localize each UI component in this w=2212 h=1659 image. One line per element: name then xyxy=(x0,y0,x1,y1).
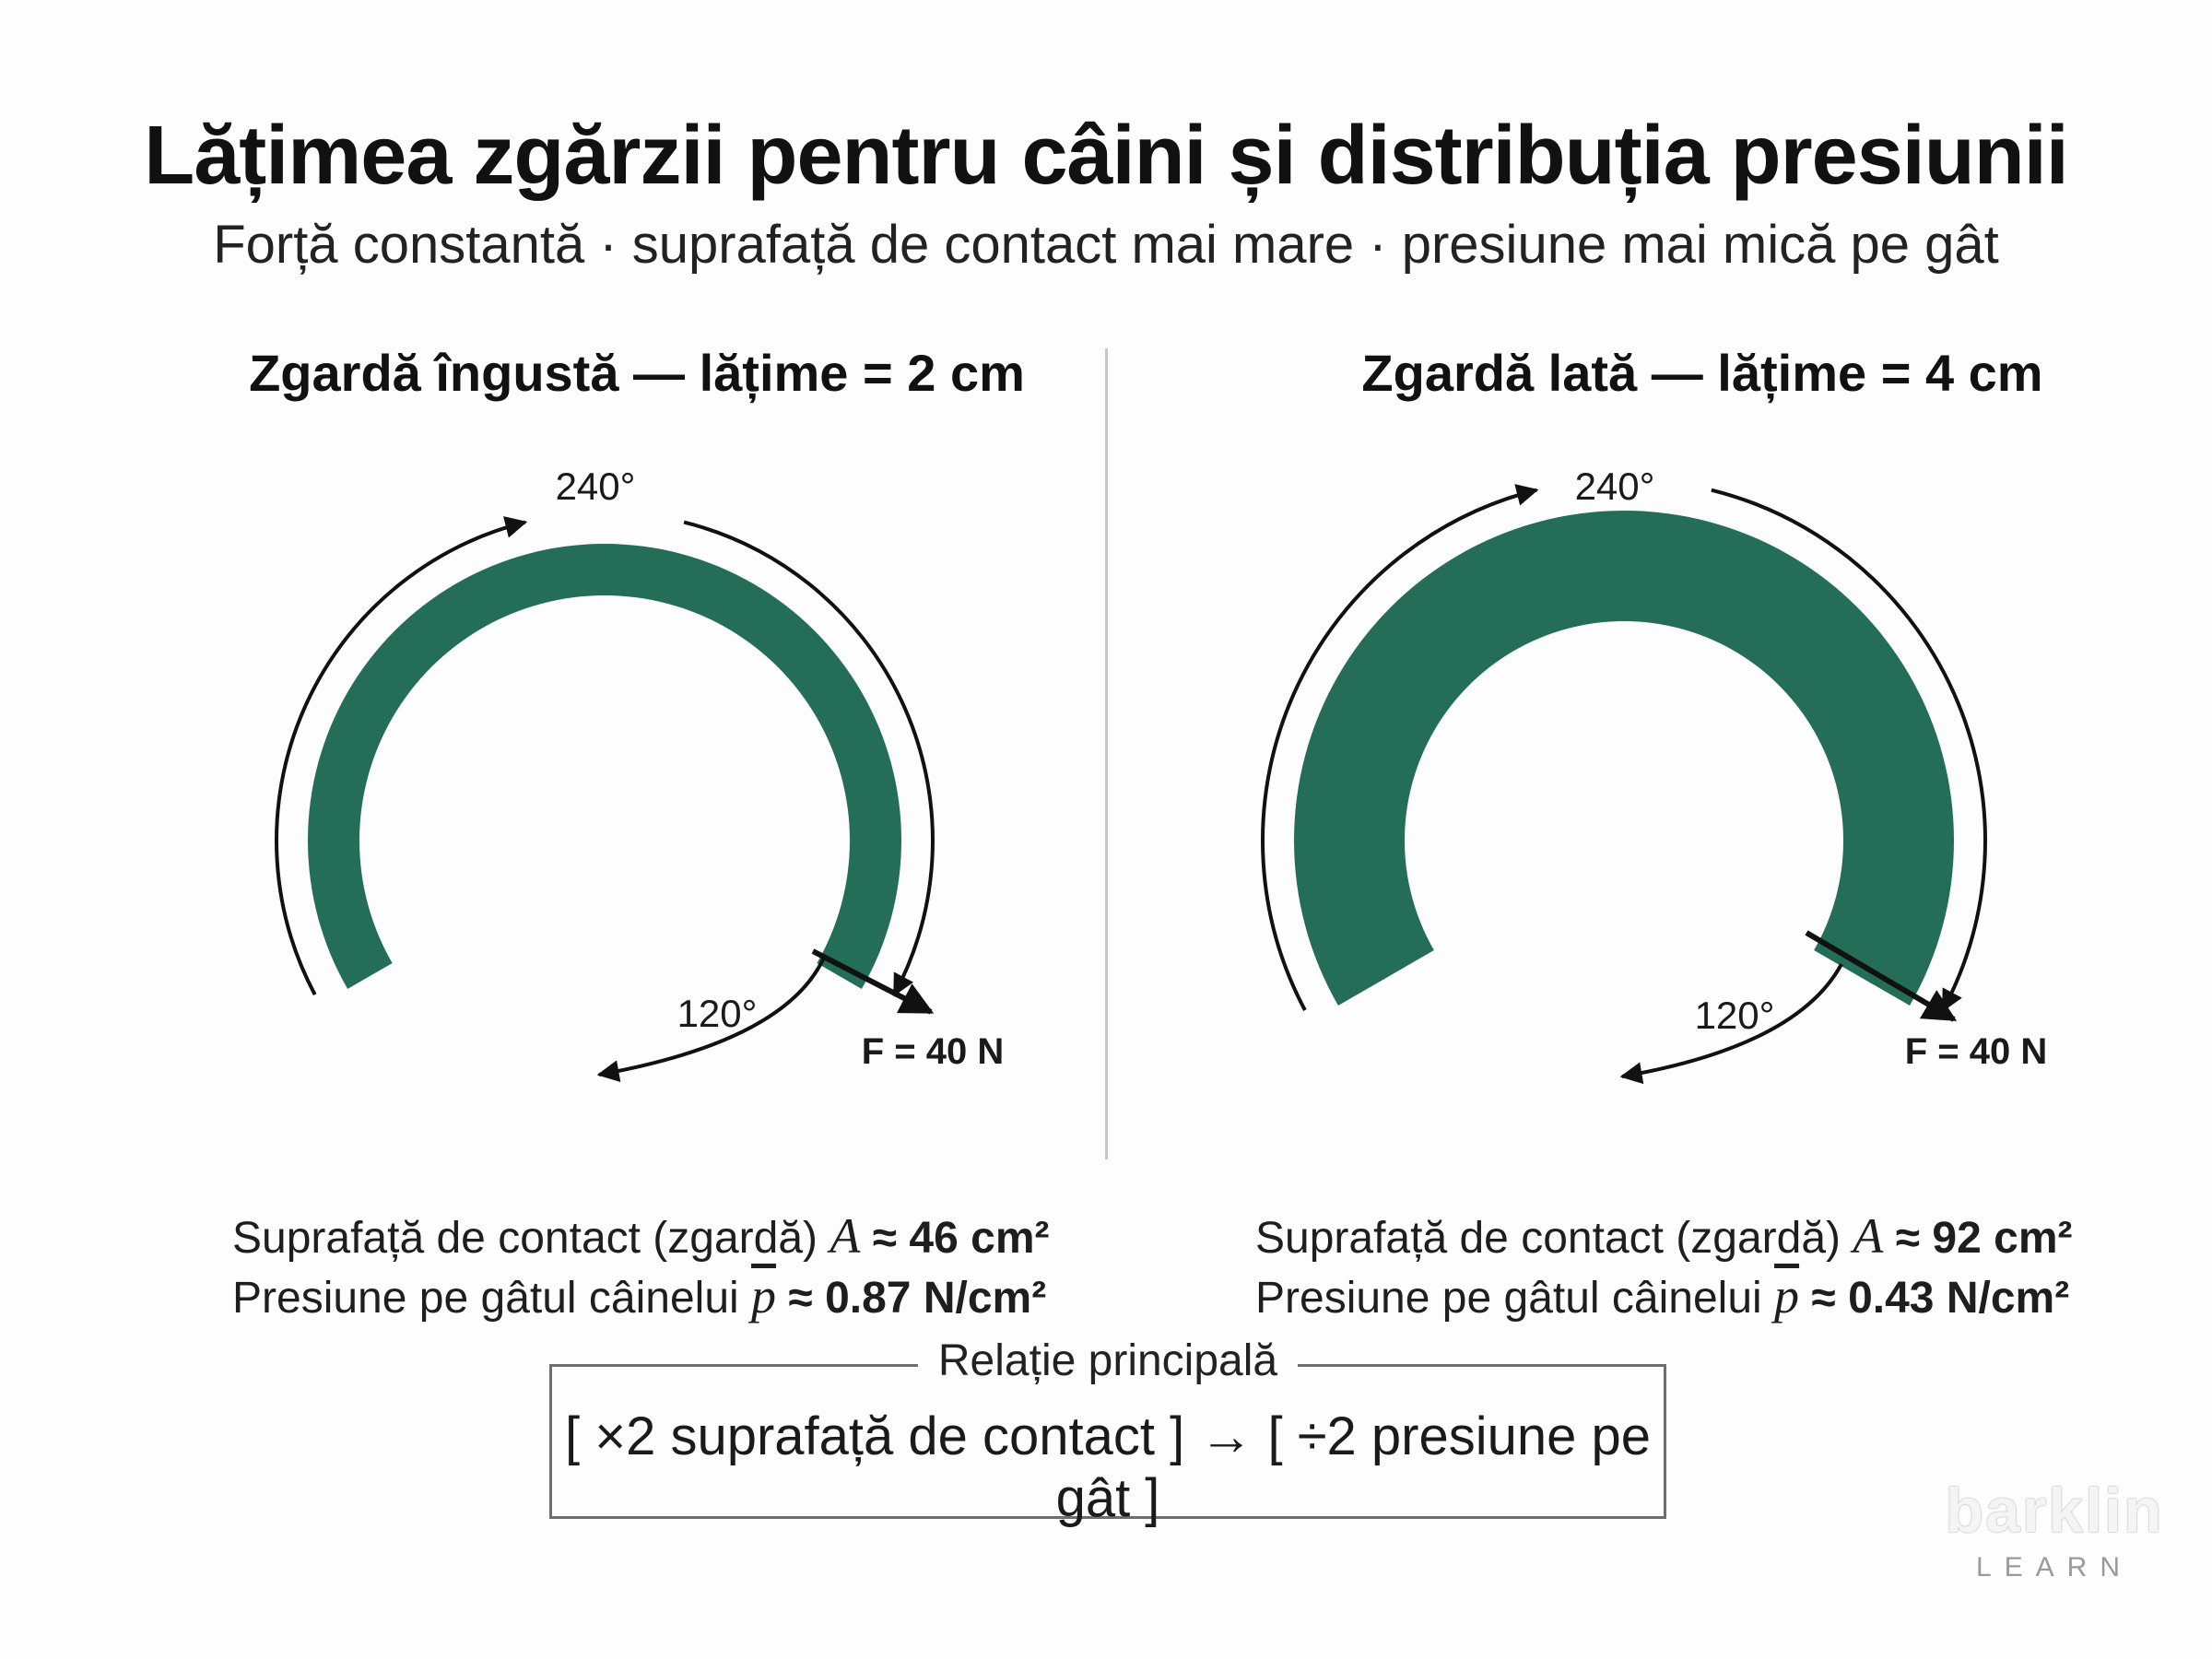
narrow-pressure-prefix: Presiune pe gâtul câinelui xyxy=(232,1274,752,1323)
page-subtitle: Forță constantă · suprafață de contact m… xyxy=(213,215,1999,275)
relation-box: Relație principală [ ×2 suprafață de con… xyxy=(549,1336,1666,1528)
wide-force-arrow xyxy=(1805,930,1958,1022)
wide-gap-arrow xyxy=(1619,963,1843,1085)
narrow-pressure-value: ≈ 0.87 N/cm² xyxy=(788,1274,1047,1323)
narrow-area-prefix: Suprafață de contact (zgardă) xyxy=(232,1214,830,1263)
relation-text: [ ×2 suprafață de contact ] → [ ÷2 presi… xyxy=(564,1406,1652,1528)
wide-area-value: ≈ 92 cm² xyxy=(1895,1214,2073,1263)
relation-label: Relație principală xyxy=(917,1336,1299,1385)
narrow-pressure-row: Presiune pe gâtul câinelui p ≈ 0.87 N/cm… xyxy=(232,1267,1049,1327)
wide-collar-group: 240° 120° F = 40 N xyxy=(1261,465,2048,1085)
narrow-area-value: ≈ 46 cm² xyxy=(872,1214,1050,1263)
narrow-arc-arrow-left xyxy=(275,516,528,996)
wide-pressure-prefix: Presiune pe gâtul câinelui xyxy=(1255,1274,1775,1323)
narrow-force-arrow xyxy=(811,948,935,1015)
narrow-area-row: Suprafață de contact (zgardă) A ≈ 46 cm² xyxy=(232,1207,1049,1267)
wide-area-prefix: Suprafață de contact (zgardă) xyxy=(1255,1214,1853,1263)
wide-area-symbol: A xyxy=(1853,1208,1884,1264)
wide-metrics: Suprafață de contact (zgardă) A ≈ 92 cm²… xyxy=(1255,1207,2072,1327)
wide-pressure-value: ≈ 0.43 N/cm² xyxy=(1811,1274,2070,1323)
narrow-collar-band xyxy=(308,544,902,989)
narrow-collar-group: 240° 120° F = 40 N xyxy=(275,465,1005,1082)
brand-logo-sub: LEARN xyxy=(1975,1552,2134,1583)
narrow-area-symbol: A xyxy=(830,1208,861,1264)
relation-label-wrap: Relație principală xyxy=(552,1335,1664,1386)
narrow-arc-label: 240° xyxy=(556,465,636,508)
wide-force-label: F = 40 N xyxy=(1905,1031,2048,1072)
narrow-pressure-symbol: p xyxy=(751,1268,777,1324)
narrow-arc-arrow-right xyxy=(683,520,935,997)
wide-collar-band xyxy=(1293,510,1954,1006)
wide-gap-label: 120° xyxy=(1695,994,1775,1037)
panel-divider xyxy=(1105,348,1108,1159)
wide-pressure-row: Presiune pe gâtul câinelui p ≈ 0.43 N/cm… xyxy=(1255,1267,2072,1327)
wide-arc-arrow-right xyxy=(1711,488,1987,1013)
brand-logo: barklin LEARN xyxy=(1930,1475,2179,1583)
wide-pressure-symbol: p xyxy=(1774,1268,1800,1324)
narrow-force-label: F = 40 N xyxy=(862,1031,1005,1072)
wide-area-row: Suprafață de contact (zgardă) A ≈ 92 cm² xyxy=(1255,1207,2072,1267)
wide-arc-arrow-left xyxy=(1261,484,1539,1011)
panel-title-narrow: Zgardă îngustă — lățime = 2 cm xyxy=(249,344,1025,402)
page-title: Lățimea zgărzii pentru câini și distribu… xyxy=(144,110,2068,202)
narrow-gap-arrow xyxy=(596,959,825,1082)
narrow-metrics: Suprafață de contact (zgardă) A ≈ 46 cm²… xyxy=(232,1207,1049,1327)
panel-title-wide: Zgardă lată — lățime = 4 cm xyxy=(1361,344,2043,402)
narrow-gap-label: 120° xyxy=(677,992,758,1035)
wide-arc-label: 240° xyxy=(1575,465,1655,508)
brand-logo-name: barklin xyxy=(1945,1476,2164,1546)
